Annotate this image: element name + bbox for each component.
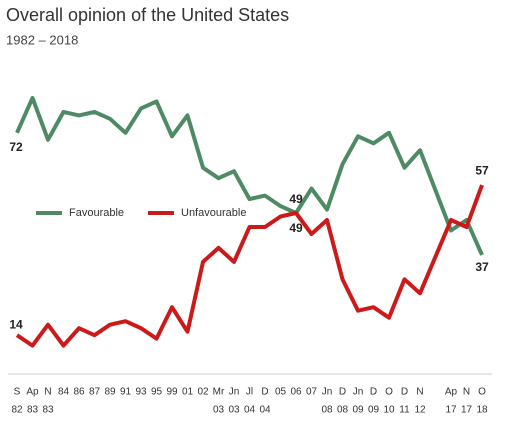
x-tick-label: 86 (73, 387, 85, 398)
x-tick-label: 11 (399, 405, 410, 416)
x-tick-label: 99 (166, 387, 178, 398)
legend-label: Unfavourable (181, 207, 246, 219)
x-tick-label: 08 (337, 405, 349, 416)
x-tick-label: 82 (11, 405, 23, 416)
x-tick-label: 84 (58, 387, 70, 398)
x-tick-label: N (463, 387, 470, 398)
x-tick-label: 05 (275, 387, 287, 398)
x-tick-label: D (261, 387, 268, 398)
x-tick-label: Jn (322, 387, 333, 398)
x-tick-label: 89 (104, 387, 116, 398)
x-tick-label: 87 (89, 387, 101, 398)
data-label: 14 (9, 317, 23, 331)
x-tick-label: 93 (135, 387, 147, 398)
x-tick-label: N (416, 387, 423, 398)
data-label: 37 (475, 260, 489, 274)
x-tick-label: 01 (182, 387, 194, 398)
x-tick-label: Jl (246, 387, 253, 398)
legend-label: Favourable (69, 207, 124, 219)
x-tick-label: 17 (461, 405, 473, 416)
x-tick-label: S (14, 387, 21, 398)
x-tick-label: 10 (383, 405, 395, 416)
x-tick-label: Mr (213, 387, 225, 398)
x-tick-label: N (44, 387, 51, 398)
x-tick-label: 06 (290, 387, 302, 398)
x-tick-label: D (401, 387, 408, 398)
x-tick-label: O (478, 387, 486, 398)
line-series (15, 95, 484, 256)
x-tick-label: 08 (321, 405, 333, 416)
x-tick-label: 02 (197, 387, 209, 398)
x-tick-label: 12 (414, 405, 426, 416)
x-tick-label: 17 (445, 405, 457, 416)
x-tick-label: 03 (228, 405, 240, 416)
x-tick-label: O (385, 387, 393, 398)
x-tick-label: 09 (352, 405, 364, 416)
x-tick-label: 04 (259, 405, 271, 416)
data-label: 72 (9, 140, 23, 154)
data-label: 57 (475, 163, 489, 177)
x-tick-label: Ap (26, 387, 39, 398)
data-label: 49 (289, 192, 303, 206)
chart-title: Overall opinion of the United States (6, 5, 289, 25)
chart-subtitle: 1982 – 2018 (6, 32, 78, 47)
x-tick-label: Jn (353, 387, 364, 398)
x-tick-label: Ap (445, 387, 458, 398)
x-tick-label: 18 (476, 405, 488, 416)
x-tick-label: 83 (27, 405, 39, 416)
x-tick-label: 09 (368, 405, 380, 416)
line-series (15, 184, 484, 348)
x-tick-label: 95 (151, 387, 163, 398)
x-tick-label: 83 (42, 405, 54, 416)
x-tick-label: 04 (244, 405, 256, 416)
x-tick-label: 91 (120, 387, 132, 398)
data-label: 49 (289, 221, 303, 235)
x-tick-label: 03 (213, 405, 225, 416)
x-tick-label: D (339, 387, 346, 398)
x-tick-label: 07 (306, 387, 318, 398)
x-tick-label: Jn (229, 387, 240, 398)
x-tick-label: D (370, 387, 377, 398)
